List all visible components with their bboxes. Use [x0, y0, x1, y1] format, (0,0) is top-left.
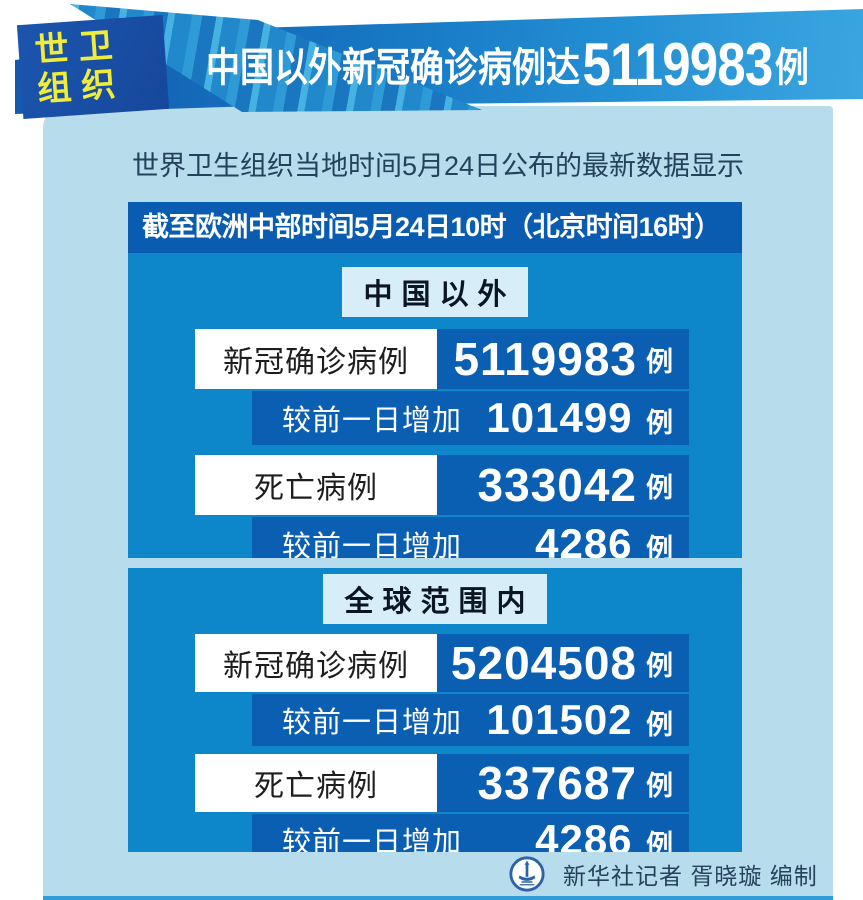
stat-number: 337687 — [477, 757, 637, 809]
stat-unit: 例 — [646, 534, 673, 558]
who-badge: 世卫 组织 — [16, 15, 170, 119]
stat-subrow-deaths-daily: 较前一日增加 4286 例 — [252, 814, 689, 852]
stat-label-deaths: 死亡病例 — [195, 455, 437, 515]
xinhua-emblem-icon — [509, 856, 545, 892]
subrow-label: 较前一日增加 — [282, 405, 463, 437]
card-global: 全球范围内 新冠确诊病例 5204508 例 较前一日增加 101502 例 死… — [128, 568, 742, 852]
stat-number: 101499 — [486, 394, 633, 441]
subrow-value: 4286 例 — [535, 520, 673, 558]
stat-unit: 例 — [646, 346, 673, 377]
stat-unit: 例 — [646, 710, 673, 740]
stat-subrow-deaths-daily: 较前一日增加 4286 例 — [252, 517, 689, 558]
title-number: 5119983 — [582, 30, 774, 98]
footer-credit: 新华社记者 胥晓璇 编制 — [508, 854, 818, 894]
stat-label-confirmed: 新冠确诊病例 — [195, 634, 437, 692]
header-banner: 世卫 组织 中国以外新冠确诊病例达 5119983 例 — [0, 0, 863, 126]
stat-unit: 例 — [646, 408, 673, 438]
stat-unit: 例 — [646, 650, 673, 681]
stat-row-deaths: 死亡病例 337687 例 — [195, 754, 689, 812]
stat-value-confirmed: 5119983 例 — [437, 329, 689, 389]
subtitle: 世界卫生组织当地时间5月24日公布的最新数据显示 — [131, 151, 745, 181]
stat-value-deaths: 337687 例 — [437, 754, 689, 812]
page-title: 中国以外新冠确诊病例达 5119983 例 — [206, 22, 809, 106]
stat-row-confirmed: 新冠确诊病例 5119983 例 — [195, 329, 689, 389]
stat-row-deaths: 死亡病例 333042 例 — [195, 455, 689, 515]
stat-subrow-confirmed-daily: 较前一日增加 101499 例 — [252, 391, 689, 445]
subrow-label: 较前一日增加 — [282, 827, 463, 852]
stat-unit: 例 — [646, 770, 673, 801]
title-suffix: 例 — [774, 46, 809, 90]
who-badge-line2: 组织 — [36, 64, 127, 109]
stat-value-deaths: 333042 例 — [437, 455, 689, 515]
subrow-value: 101499 例 — [486, 394, 673, 442]
stat-number: 4286 — [535, 816, 633, 852]
stat-number: 333042 — [477, 459, 637, 511]
stat-value-confirmed: 5204508 例 — [437, 634, 689, 692]
credit-text: 新华社记者 胥晓璇 编制 — [563, 863, 818, 889]
stat-label-confirmed: 新冠确诊病例 — [195, 329, 437, 389]
stat-label-deaths: 死亡病例 — [195, 754, 437, 812]
asof-bar: 截至欧洲中部时间5月24日10时（北京时间16时） — [128, 202, 742, 253]
stat-unit: 例 — [646, 472, 673, 503]
subrow-value: 4286 例 — [535, 816, 673, 852]
subrow-label: 较前一日增加 — [282, 531, 463, 558]
card-tag-global: 全球范围内 — [323, 574, 547, 624]
stat-row-confirmed: 新冠确诊病例 5204508 例 — [195, 634, 689, 692]
stat-number: 4286 — [535, 520, 633, 558]
subrow-label: 较前一日增加 — [282, 707, 463, 739]
card-tag-outside-china: 中国以外 — [342, 267, 528, 317]
subrow-value: 101502 例 — [486, 696, 673, 744]
card-outside-china: 中国以外 新冠确诊病例 5119983 例 较前一日增加 101499 例 死亡… — [128, 253, 742, 558]
stat-subrow-confirmed-daily: 较前一日增加 101502 例 — [252, 694, 689, 746]
stat-number: 101502 — [486, 696, 633, 743]
title-prefix: 中国以外新冠确诊病例达 — [206, 46, 580, 90]
stat-number: 5119983 — [453, 333, 637, 385]
stat-number: 5204508 — [450, 637, 637, 689]
stat-unit: 例 — [646, 830, 673, 852]
